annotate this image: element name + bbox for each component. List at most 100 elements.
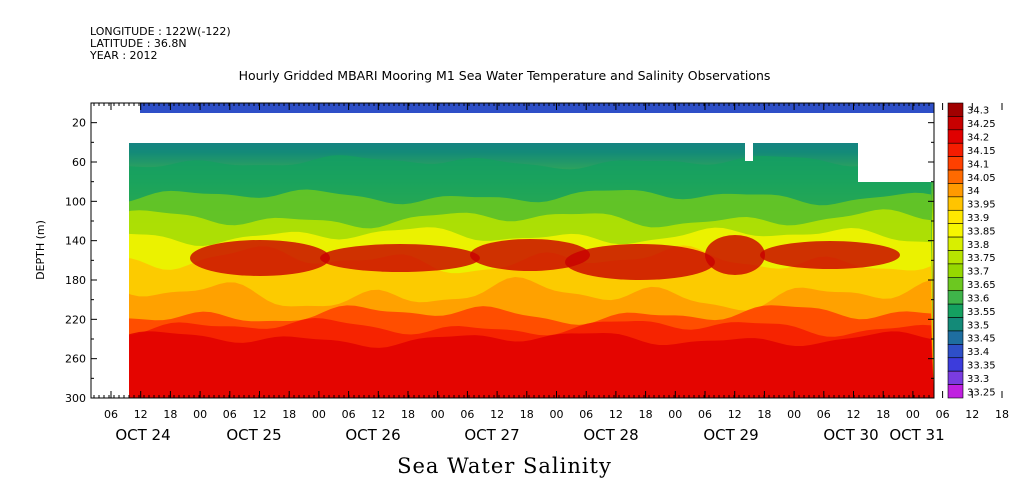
salinity-max-patch xyxy=(760,241,900,269)
x-hour-label: 06 xyxy=(223,408,237,421)
colorbar-level-label: 33.85 xyxy=(967,226,996,237)
x-hour-label: 00 xyxy=(431,408,445,421)
colorbar-swatch xyxy=(947,142,964,157)
chart-title: Hourly Gridded MBARI Mooring M1 Sea Wate… xyxy=(238,68,771,83)
x-hour-label: 12 xyxy=(609,408,623,421)
colorbar-level-label: 33.35 xyxy=(967,360,996,371)
salinity-max-patch xyxy=(705,235,765,275)
colorbar-level-label: 33.6 xyxy=(967,293,989,304)
x-hour-label: 06 xyxy=(936,408,950,421)
y-axis: 20 60 100 140 180 220 260 300 xyxy=(65,102,934,405)
colorbar-level-label: 33.4 xyxy=(967,347,989,358)
colorbar-swatch xyxy=(947,263,964,278)
y-tick-label: 220 xyxy=(65,313,86,326)
colorbar-swatch xyxy=(947,370,964,385)
colorbar-level-label: 33.95 xyxy=(967,200,996,211)
colorbar-level-label: 33.45 xyxy=(967,334,996,345)
colorbar-swatch xyxy=(947,116,964,131)
colorbar-swatch xyxy=(947,317,964,332)
y-tick-label: 300 xyxy=(65,392,86,405)
colorbar-level-label: 34.2 xyxy=(967,133,989,144)
colorbar-level-label: 34.05 xyxy=(967,173,996,184)
x-axis-title: Sea Water Salinity xyxy=(397,454,612,478)
no-data-region xyxy=(91,103,129,398)
no-data-region xyxy=(745,143,753,161)
y-tick-label: 180 xyxy=(65,274,86,287)
salinity-max-patch xyxy=(565,244,715,280)
no-data-region xyxy=(858,103,934,182)
colorbar-swatch xyxy=(947,384,964,399)
colorbar-level-label: 33.3 xyxy=(967,374,989,385)
x-hour-label: 18 xyxy=(757,408,771,421)
x-hour-label: 12 xyxy=(847,408,861,421)
x-day-label: OCT 24 xyxy=(115,426,170,444)
x-hour-label: 18 xyxy=(995,408,1009,421)
colorbar-level-label: 33.65 xyxy=(967,280,996,291)
colorbar-swatch xyxy=(947,290,964,305)
x-hour-label: 00 xyxy=(193,408,207,421)
colorbar-swatch xyxy=(947,277,964,292)
x-day-label: OCT 29 xyxy=(703,426,758,444)
x-day-label: OCT 25 xyxy=(226,426,281,444)
x-hour-label: 18 xyxy=(520,408,534,421)
year-label: YEAR : 2012 xyxy=(90,49,158,62)
x-hour-label: 18 xyxy=(639,408,653,421)
x-day-label: OCT 28 xyxy=(583,426,638,444)
colorbar: 34.3 34.25 34.2 34.15 34.1 34.05 34 33.95 33.9 33… xyxy=(947,102,996,399)
y-tick-label: 20 xyxy=(72,117,86,130)
colorbar-swatch xyxy=(947,169,964,184)
colorbar-level-label: 34.1 xyxy=(967,159,989,170)
latitude-label: LATITUDE : 36.8N xyxy=(90,37,187,50)
colorbar-swatch xyxy=(947,129,964,144)
x-hour-label: 06 xyxy=(104,408,118,421)
x-hour-label: 12 xyxy=(253,408,267,421)
x-day-label: OCT 27 xyxy=(464,426,519,444)
x-hour-label: 06 xyxy=(460,408,474,421)
x-hour-label: 00 xyxy=(312,408,326,421)
colorbar-swatch xyxy=(947,344,964,359)
x-hour-label: 18 xyxy=(876,408,890,421)
colorbar-swatch xyxy=(947,303,964,318)
colorbar-level-label: 33.8 xyxy=(967,240,989,251)
x-hour-label: 12 xyxy=(371,408,385,421)
x-axis: 06 12 18 00 06 12 18 00 06 12 18 00 06 12 18 00 06 12 18 00… xyxy=(93,103,1009,444)
colorbar-level-label: 33.75 xyxy=(967,253,996,264)
x-hour-label: 12 xyxy=(965,408,979,421)
x-hour-label: 18 xyxy=(163,408,177,421)
colorbar-level-label: 34.25 xyxy=(967,119,996,130)
colorbar-level-label: 33.5 xyxy=(967,320,989,331)
x-hour-label: 06 xyxy=(698,408,712,421)
colorbar-level-label: 33.55 xyxy=(967,307,996,318)
y-tick-label: 260 xyxy=(65,353,86,366)
salinity-max-patch xyxy=(470,239,590,271)
colorbar-swatch xyxy=(947,209,964,224)
colorbar-swatch xyxy=(947,102,964,117)
colorbar-swatch xyxy=(947,156,964,171)
colorbar-swatch xyxy=(947,330,964,345)
x-hour-label: 18 xyxy=(401,408,415,421)
y-tick-label: 140 xyxy=(65,235,86,248)
longitude-label: LONGITUDE : 122W(-122) xyxy=(90,25,231,38)
x-hour-label: 06 xyxy=(579,408,593,421)
x-hour-label: 12 xyxy=(728,408,742,421)
colorbar-level-label: 34.15 xyxy=(967,146,996,157)
x-hour-label: 06 xyxy=(817,408,831,421)
x-day-label: OCT 30 xyxy=(823,426,878,444)
colorbar-level-label: 33.9 xyxy=(967,213,989,224)
surface-salinity-strip xyxy=(140,103,934,113)
salinity-contour-band xyxy=(91,331,934,398)
salinity-field xyxy=(91,103,934,398)
plot-frame xyxy=(90,102,935,399)
missing-data-mask xyxy=(91,103,934,398)
colorbar-level-label: 34 xyxy=(967,186,980,197)
y-tick-label: 60 xyxy=(72,156,86,169)
x-hour-label: 12 xyxy=(490,408,504,421)
colorbar-level-label: 33.7 xyxy=(967,267,989,278)
colorbar-swatch xyxy=(947,196,964,211)
x-hour-label: 00 xyxy=(550,408,564,421)
y-tick-label: 100 xyxy=(65,195,86,208)
colorbar-level-label: 34.3 xyxy=(967,106,989,117)
x-day-label: OCT 31 xyxy=(889,426,944,444)
colorbar-swatch xyxy=(947,183,964,198)
